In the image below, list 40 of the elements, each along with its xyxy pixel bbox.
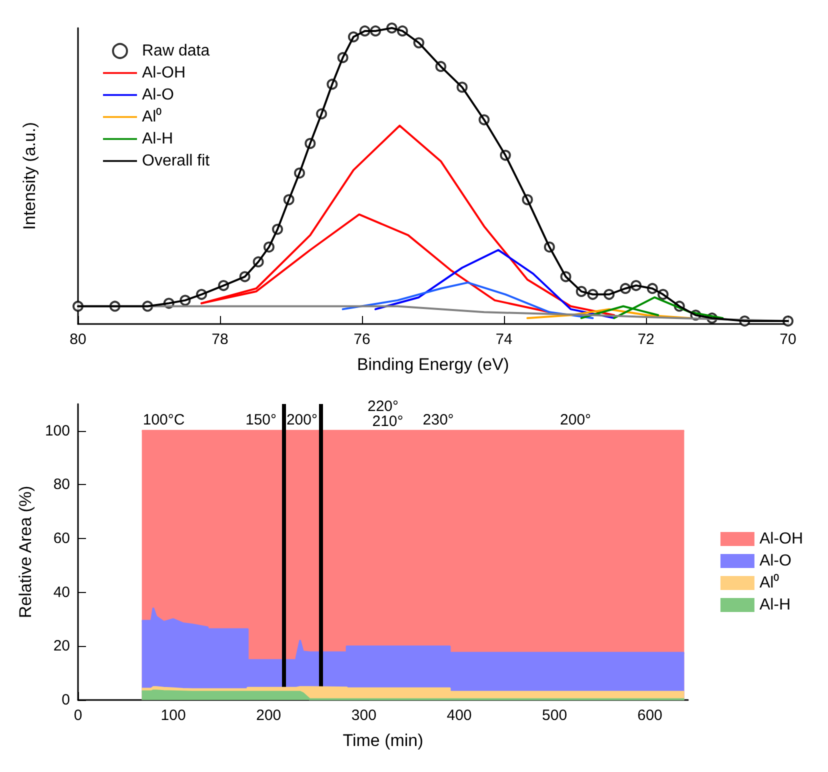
legend-label: Al-O — [142, 86, 174, 104]
y-tick-label: 0 — [62, 692, 70, 708]
y-tick-label: 80 — [53, 476, 70, 494]
annotation: 200° — [560, 412, 592, 429]
x-tick-label: 400 — [446, 707, 472, 724]
x-axis-title: Time (min) — [342, 731, 424, 750]
annotation: 200° — [286, 412, 318, 429]
x-tick-label: 70 — [780, 331, 796, 348]
x-tick-label: 100 — [160, 707, 186, 724]
y-axis-title: Relative Area (%) — [16, 486, 36, 618]
annotation: 150° — [245, 412, 277, 429]
x-tick-label: 72 — [638, 331, 654, 348]
legend-label: Al⁰ — [142, 108, 162, 126]
x-tick-label: 600 — [637, 707, 662, 724]
x-tick-label: 500 — [542, 707, 568, 724]
x-tick-label: 74 — [496, 331, 512, 348]
legend-label: Al-H — [142, 130, 174, 148]
legend-label: Al-OH — [142, 64, 186, 82]
x-tick-label: 300 — [351, 707, 376, 724]
x-tick-label: 76 — [354, 331, 370, 348]
y-tick-label: 20 — [53, 638, 70, 655]
annotation: 230° — [422, 412, 454, 429]
y-tick-label: 60 — [53, 530, 70, 548]
legend-label: Overall fit — [142, 152, 210, 170]
x-tick-label: 80 — [70, 331, 86, 348]
x-axis-title: Binding Energy (eV) — [356, 355, 510, 374]
annotation: 100°C — [142, 412, 185, 429]
annotation: 210° — [372, 412, 404, 430]
y-tick-label: 100 — [44, 422, 70, 440]
x-tick-label: 78 — [212, 331, 228, 348]
x-tick-label: 0 — [74, 707, 82, 724]
legend-label: Raw data — [142, 42, 210, 60]
annotation: 220° — [367, 398, 399, 416]
legend-label: Al-OH — [759, 530, 804, 548]
legend-label: Al-H — [759, 596, 791, 614]
y-tick-label: 40 — [53, 584, 70, 601]
x-tick-label: 200 — [256, 707, 282, 724]
legend-label: Al⁰ — [759, 574, 780, 592]
legend-label: Al-O — [759, 552, 792, 570]
y-axis-title: Intensity (a.u.) — [20, 122, 39, 230]
